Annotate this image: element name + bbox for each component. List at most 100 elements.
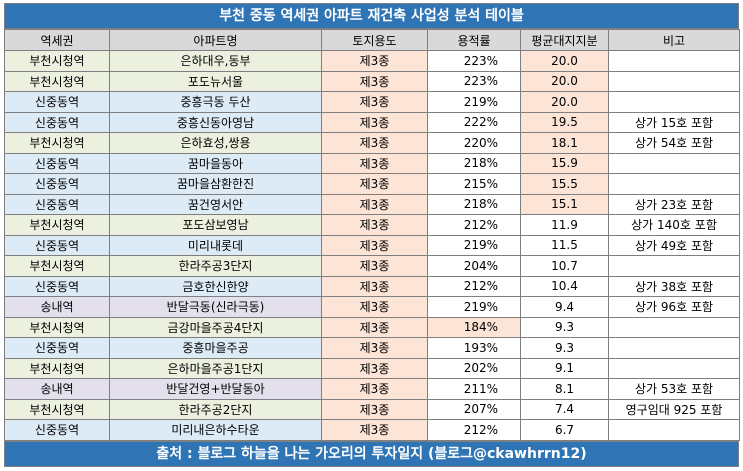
land-share-cell: 11.9 [520,214,609,236]
station-cell: 부천시청역 [4,357,110,379]
apartment-cell: 포도삼보영남 [109,214,322,236]
land-share-cell: 7.4 [520,398,609,420]
apartment-cell: 반달극동(신라극동) [109,296,322,318]
apartment-cell: 꿈마을동아 [109,152,322,174]
zoning-cell: 제3종 [321,70,428,92]
note-cell: 상가 23호 포함 [608,193,740,215]
table-row: 송내역 반달건영+반달동아 제3종 211% 8.1 상가 53호 포함 [4,378,740,400]
zoning-cell: 제3종 [321,234,428,256]
header-cell: 용적률 [427,29,521,51]
land-share-cell: 19.5 [520,111,609,133]
apartment-cell: 한라주공2단지 [109,398,322,420]
note-cell [608,337,740,359]
table-row: 부천시청역 한라주공2단지 제3종 207% 7.4 영구임대 925 포함 [4,398,740,420]
table-row: 부천시청역 포도삼보영남 제3종 212% 11.9 상가 140호 포함 [4,214,740,236]
apartment-cell: 포도뉴서울 [109,70,322,92]
land-share-cell: 9.3 [520,316,609,338]
land-share-cell: 10.7 [520,255,609,277]
station-cell: 부천시청역 [4,132,110,154]
far-cell: 220% [427,132,521,154]
note-cell: 상가 38호 포함 [608,275,740,297]
far-cell: 211% [427,378,521,400]
land-share-cell: 20.0 [520,70,609,92]
station-cell: 부천시청역 [4,316,110,338]
station-cell: 신중동역 [4,234,110,256]
zoning-cell: 제3종 [321,419,428,441]
table-row: 신중동역 꿈마을삼환한진 제3종 215% 15.5 [4,173,740,195]
apartment-cell: 은하마을주공1단지 [109,357,322,379]
header-cell: 토지용도 [321,29,428,51]
far-cell: 223% [427,50,521,72]
table: 역세권 아파트명 토지용도 용적률 평균대지지분 비고 부천시청역 은하대우,동부 제3종 22… [4,29,740,441]
far-cell: 202% [427,357,521,379]
note-cell [608,173,740,195]
land-share-cell: 10.4 [520,275,609,297]
station-cell: 신중동역 [4,152,110,174]
apartment-cell: 은하효성,쌍용 [109,132,322,154]
apartment-cell: 반달건영+반달동아 [109,378,322,400]
zoning-cell: 제3종 [321,173,428,195]
table-row: 부천시청역 금강마을주공4단지 제3종 184% 9.3 [4,316,740,338]
land-share-cell: 8.1 [520,378,609,400]
apartment-cell: 중흥신동아영남 [109,111,322,133]
station-cell: 부천시청역 [4,398,110,420]
apartment-cell: 꿈건영서안 [109,193,322,215]
note-cell: 상가 53호 포함 [608,378,740,400]
station-cell: 부천시청역 [4,70,110,92]
far-cell: 223% [427,70,521,92]
far-cell: 212% [427,419,521,441]
land-share-cell: 9.1 [520,357,609,379]
note-cell: 상가 140호 포함 [608,214,740,236]
land-share-cell: 15.1 [520,193,609,215]
land-share-cell: 20.0 [520,50,609,72]
zoning-cell: 제3종 [321,111,428,133]
land-share-cell: 18.1 [520,132,609,154]
station-cell: 송내역 [4,296,110,318]
land-share-cell: 11.5 [520,234,609,256]
table-row: 송내역 반달극동(신라극동) 제3종 219% 9.4 상가 96호 포함 [4,296,740,318]
station-cell: 송내역 [4,378,110,400]
zoning-cell: 제3종 [321,316,428,338]
note-cell: 상가 49호 포함 [608,234,740,256]
note-cell: 상가 96호 포함 [608,296,740,318]
station-cell: 부천시청역 [4,214,110,236]
far-cell: 219% [427,234,521,256]
table-row: 신중동역 중흥신동아영남 제3종 222% 19.5 상가 15호 포함 [4,111,740,133]
apartment-cell: 미리내은하수타운 [109,419,322,441]
zoning-cell: 제3종 [321,193,428,215]
table-row: 부천시청역 은하대우,동부 제3종 223% 20.0 [4,50,740,72]
zoning-cell: 제3종 [321,91,428,113]
table-panel: 부천 중동 역세권 아파트 재건축 사업성 분석 테이블 역세권 아파트명 토지용도… [4,3,740,467]
table-row: 신중동역 미리내롯데 제3종 219% 11.5 상가 49호 포함 [4,234,740,256]
table-row: 신중동역 중흥마을주공 제3종 193% 9.3 [4,337,740,359]
note-cell [608,50,740,72]
station-cell: 신중동역 [4,91,110,113]
apartment-cell: 한라주공3단지 [109,255,322,277]
table-row: 신중동역 중흥극동 두산 제3종 219% 20.0 [4,91,740,113]
zoning-cell: 제3종 [321,337,428,359]
apartment-cell: 중흥극동 두산 [109,91,322,113]
apartment-cell: 금강마을주공4단지 [109,316,322,338]
zoning-cell: 제3종 [321,378,428,400]
note-cell [608,316,740,338]
far-cell: 193% [427,337,521,359]
apartment-cell: 미리내롯데 [109,234,322,256]
note-cell: 상가 54호 포함 [608,132,740,154]
far-cell: 184% [427,316,521,338]
apartment-cell: 중흥마을주공 [109,337,322,359]
station-cell: 신중동역 [4,337,110,359]
note-cell [608,255,740,277]
header-cell: 아파트명 [109,29,322,51]
station-cell: 부천시청역 [4,50,110,72]
note-cell [608,70,740,92]
land-share-cell: 15.5 [520,173,609,195]
zoning-cell: 제3종 [321,275,428,297]
land-share-cell: 20.0 [520,91,609,113]
note-cell [608,357,740,379]
zoning-cell: 제3종 [321,50,428,72]
apartment-cell: 금호한신한양 [109,275,322,297]
table-row: 신중동역 금호한신한양 제3종 212% 10.4 상가 38호 포함 [4,275,740,297]
far-cell: 218% [427,152,521,174]
table-row: 신중동역 꿈건영서안 제3종 218% 15.1 상가 23호 포함 [4,193,740,215]
note-cell [608,91,740,113]
